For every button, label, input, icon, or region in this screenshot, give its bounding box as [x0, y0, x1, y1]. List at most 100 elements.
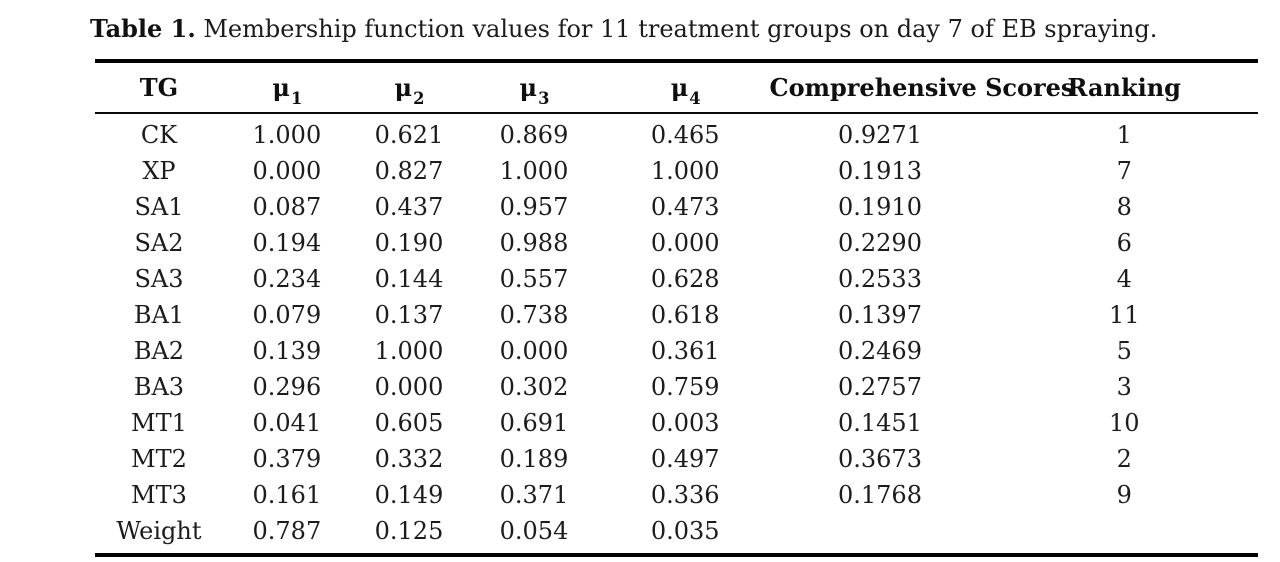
col-header-ranking: Ranking — [990, 61, 1258, 114]
table-cell: 0.691 — [499, 409, 569, 437]
table-cell: MT3 — [131, 481, 187, 509]
caption-label: Table 1. — [90, 14, 196, 43]
table-cell: BA1 — [133, 301, 185, 329]
col-header-subscript: 3 — [538, 88, 550, 108]
table-cell: 0.957 — [499, 193, 569, 221]
table-caption: Table 1. Membership function values for … — [90, 14, 1157, 44]
header-row: TG μ1 μ2 μ3 μ4 Comprehensive Scores Rank… — [95, 61, 1258, 114]
table-cell: 0.190 — [374, 229, 444, 257]
table-cell: 0.041 — [252, 409, 322, 437]
table-cell: 0.473 — [650, 193, 720, 221]
table-cell: 0.000 — [499, 337, 569, 365]
table-cell: 0.079 — [252, 301, 322, 329]
table-cell: 0.787 — [252, 517, 322, 545]
col-header-label: μ — [519, 73, 538, 102]
table-cell: 1.000 — [374, 337, 444, 365]
table-cell: CK — [140, 121, 178, 149]
table-cell: 0.361 — [650, 337, 720, 365]
table-row: BA1 0.079 0.137 0.738 0.618 0.1397 11 — [95, 297, 1258, 333]
table-cell: 0.1913 — [837, 157, 922, 185]
col-header-mu4: μ4 — [600, 61, 770, 114]
table-cell: 0.497 — [650, 445, 720, 473]
table-cell: 0.296 — [252, 373, 322, 401]
table-row: Weight 0.787 0.125 0.054 0.035 — [95, 513, 1258, 555]
table-cell — [770, 513, 991, 555]
table-cell: 0.087 — [252, 193, 322, 221]
table-cell: 0.9271 — [837, 121, 922, 149]
table-cell: 1.000 — [650, 157, 720, 185]
table-cell — [990, 513, 1258, 555]
table-cell: 0.161 — [252, 481, 322, 509]
table-cell: 0.302 — [499, 373, 569, 401]
table-cell: BA2 — [133, 337, 185, 365]
table-cell: 7 — [1116, 157, 1132, 185]
table-cell: MT2 — [131, 445, 187, 473]
caption-text: Membership function values for 11 treatm… — [203, 15, 1158, 43]
col-header-subscript: 4 — [689, 88, 701, 108]
table-cell: 9 — [1116, 481, 1132, 509]
table-cell: SA3 — [134, 265, 184, 293]
table-cell: 1 — [1116, 121, 1132, 149]
col-header-mu3: μ3 — [467, 61, 601, 114]
table-cell: 0.194 — [252, 229, 322, 257]
table-cell: 0.1768 — [837, 481, 922, 509]
table-cell: 0.371 — [499, 481, 569, 509]
table-cell: 0.149 — [374, 481, 444, 509]
table-cell: 0.869 — [499, 121, 569, 149]
table-cell: 0.139 — [252, 337, 322, 365]
table-cell: 0.988 — [499, 229, 569, 257]
table-cell: 0.234 — [252, 265, 322, 293]
table-cell: 0.379 — [252, 445, 322, 473]
col-header-label: μ — [394, 73, 413, 102]
table-cell: 0.054 — [499, 517, 569, 545]
table-cell: SA2 — [134, 229, 184, 257]
col-header-subscript: 2 — [413, 88, 425, 108]
table-cell: 0.035 — [650, 517, 720, 545]
table-row: XP 0.000 0.827 1.000 1.000 0.1913 7 — [95, 153, 1258, 189]
table-cell: 0.125 — [374, 517, 444, 545]
table-cell: 0.336 — [650, 481, 720, 509]
table-cell: 0.738 — [499, 301, 569, 329]
table-cell: 0.144 — [374, 265, 444, 293]
table-cell: 0.2533 — [837, 265, 922, 293]
table-cell: 0.827 — [374, 157, 444, 185]
table-cell: 1.000 — [252, 121, 322, 149]
table-cell: 0.332 — [374, 445, 444, 473]
table-row: SA1 0.087 0.437 0.957 0.473 0.1910 8 — [95, 189, 1258, 225]
table-cell: 0.621 — [374, 121, 444, 149]
table-cell: BA3 — [133, 373, 185, 401]
table-cell: 10 — [1108, 409, 1140, 437]
table-cell: Weight — [116, 517, 202, 545]
col-header-comprehensive-scores: Comprehensive Scores — [769, 61, 1074, 114]
table-cell: 6 — [1116, 229, 1132, 257]
table-cell: 0.759 — [650, 373, 720, 401]
table-cell: 0.000 — [650, 229, 720, 257]
table-cell: 2 — [1116, 445, 1132, 473]
col-header-subscript: 1 — [290, 88, 303, 108]
table-cell: MT1 — [131, 409, 187, 437]
col-header-mu2: μ2 — [350, 61, 468, 114]
table-cell: 0.1451 — [837, 409, 922, 437]
table-cell: 0.2469 — [837, 337, 922, 365]
col-header-label: Ranking — [1067, 73, 1181, 102]
table-cell: 0.1397 — [837, 301, 922, 329]
table-cell: 0.189 — [499, 445, 569, 473]
table-cell: XP — [142, 157, 176, 185]
table-cell: SA1 — [134, 193, 184, 221]
table-cell: 0.000 — [374, 373, 444, 401]
table-cell: 0.465 — [650, 121, 720, 149]
table-cell: 0.1910 — [837, 193, 922, 221]
table-row: SA3 0.234 0.144 0.557 0.628 0.2533 4 — [95, 261, 1258, 297]
table-cell: 8 — [1116, 193, 1132, 221]
table-cell: 0.000 — [252, 157, 322, 185]
table-cell: 0.437 — [374, 193, 444, 221]
table-cell: 0.557 — [499, 265, 569, 293]
table-cell: 0.2757 — [837, 373, 922, 401]
table-cell: 5 — [1116, 337, 1132, 365]
col-header-label: TG — [139, 73, 179, 102]
table-row: SA2 0.194 0.190 0.988 0.000 0.2290 6 — [95, 225, 1258, 261]
table-row: MT3 0.161 0.149 0.371 0.336 0.1768 9 — [95, 477, 1258, 513]
table-body: CK 1.000 0.621 0.869 0.465 0.9271 1 XP 0.000 0.82… — [95, 113, 1258, 555]
table-cell: 1.000 — [499, 157, 569, 185]
